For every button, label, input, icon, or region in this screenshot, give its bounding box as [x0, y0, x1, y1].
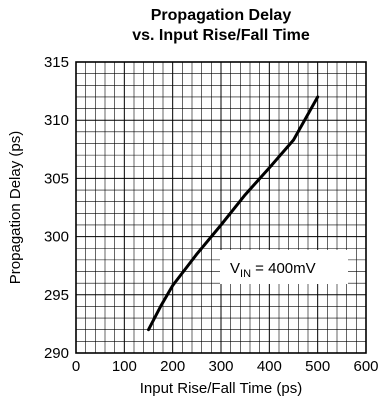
- y-tick-label: 305: [44, 170, 69, 187]
- x-tick-label: 100: [112, 358, 137, 375]
- x-tick-label: 400: [257, 358, 282, 375]
- y-tick-label: 300: [44, 229, 69, 246]
- y-tick-label: 290: [44, 345, 69, 362]
- annotation-subscript: IN: [240, 268, 251, 280]
- y-axis-label: Propagation Delay (ps): [7, 131, 24, 284]
- x-tick-label: 500: [305, 358, 330, 375]
- annotation-rest: = 400mV: [251, 260, 316, 277]
- chart-subtitle: vs. Input Rise/Fall Time: [132, 27, 310, 44]
- x-axis-label: Input Rise/Fall Time (ps): [140, 380, 303, 397]
- series-line: [147, 95, 320, 332]
- x-tick-label: 200: [160, 358, 185, 375]
- annotation-main: V: [230, 260, 240, 277]
- tick-labels: 0 100 200 300 400 500 600 290 295 300 305 310 315: [44, 54, 379, 375]
- plot-frame: [75, 61, 367, 354]
- annotation: VIN = 400mV: [220, 250, 348, 284]
- y-tick-label: 310: [44, 112, 69, 129]
- x-tick-label: 600: [353, 358, 378, 375]
- annotation-label: VIN = 400mV: [230, 260, 316, 280]
- y-tick-label: 295: [44, 287, 69, 304]
- y-tick-label: 315: [44, 54, 69, 71]
- grid: [76, 62, 366, 353]
- x-tick-label: 300: [208, 358, 233, 375]
- annotation-background: [220, 250, 348, 284]
- chart-title: Propagation Delay: [150, 7, 292, 24]
- x-tick-label: 0: [72, 358, 80, 375]
